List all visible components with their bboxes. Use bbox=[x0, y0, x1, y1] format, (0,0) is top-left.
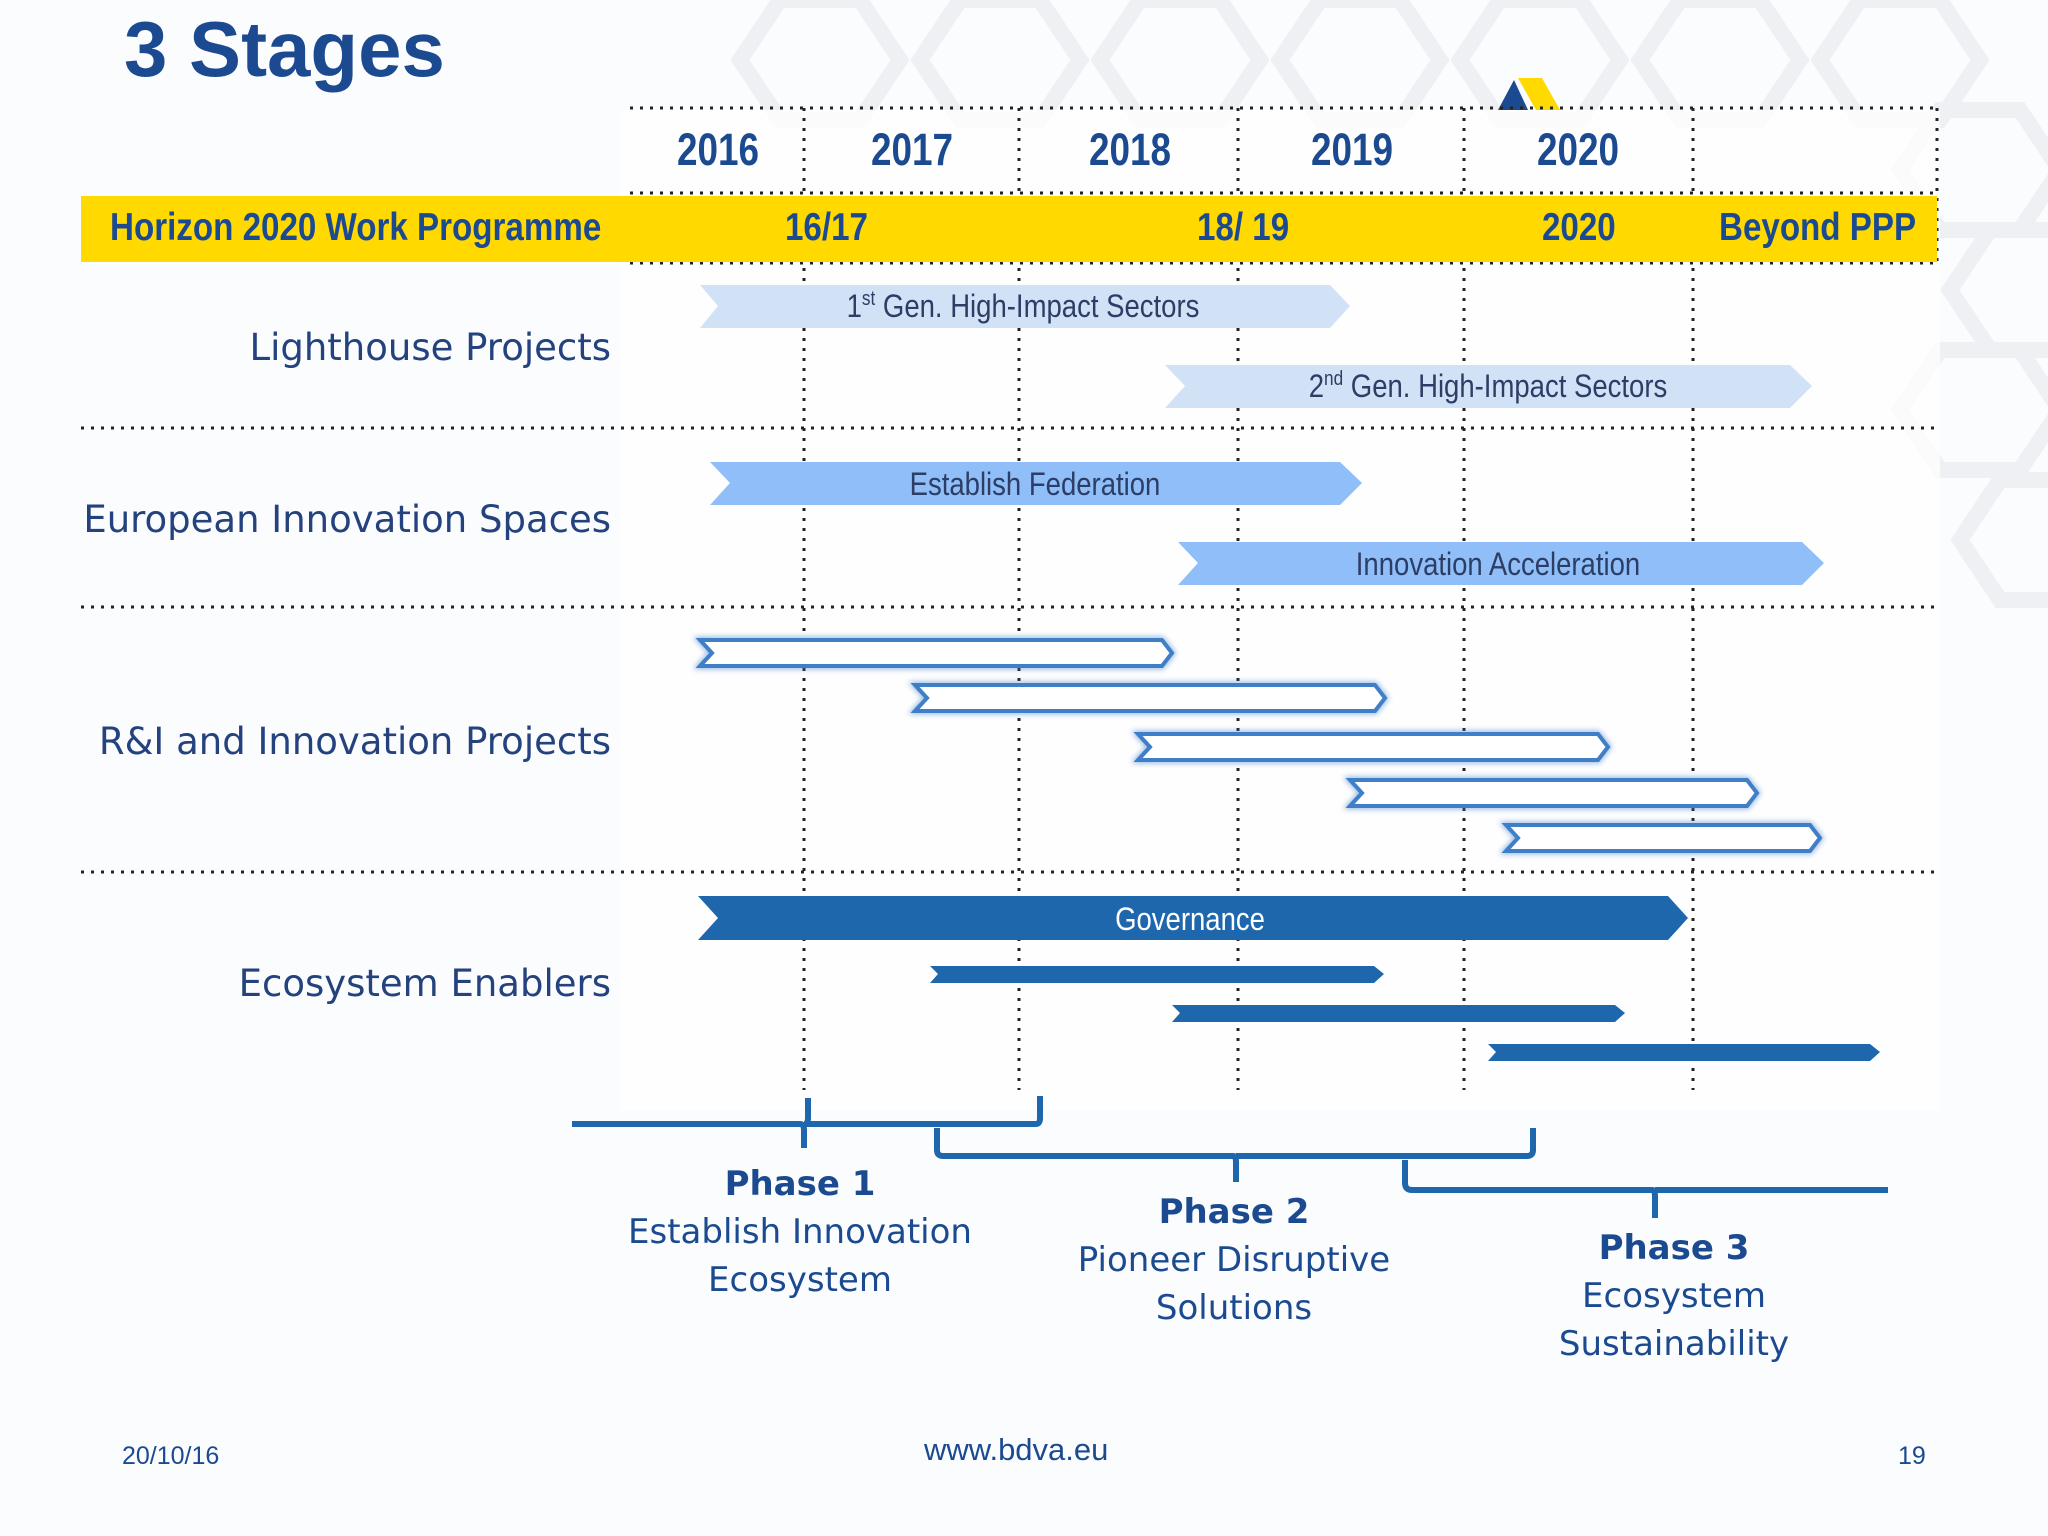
phase-1-title: Phase 1 bbox=[724, 1164, 876, 1204]
phase-3-label: Phase 3 Ecosystem Sustainability bbox=[1474, 1224, 1874, 1368]
bar-lighthouse-2nd-gen-label: 2nd Gen. High-Impact Sectors bbox=[1309, 367, 1668, 405]
phase-1-label: Phase 1 Establish Innovation Ecosystem bbox=[600, 1160, 1000, 1304]
bar-enabler-3 bbox=[1488, 1044, 1880, 1061]
bdva-logo-icon bbox=[1498, 78, 1560, 110]
year-2020: 2020 bbox=[1536, 124, 1620, 175]
phase-3-title: Phase 3 bbox=[1598, 1228, 1750, 1268]
row-label-innovation-spaces: European Innovation Spaces bbox=[83, 498, 611, 541]
phase-2-line1: Pioneer Disruptive bbox=[1077, 1240, 1391, 1280]
bar-lighthouse-1st-gen bbox=[700, 285, 1350, 328]
slide-date: 20/10/16 bbox=[122, 1442, 220, 1470]
year-2016: 2016 bbox=[676, 124, 760, 175]
phase-3-line1: Ecosystem bbox=[1582, 1276, 1766, 1316]
phase-2-label: Phase 2 Pioneer Disruptive Solutions bbox=[1034, 1188, 1434, 1332]
phase-3-line2: Sustainability bbox=[1558, 1324, 1790, 1364]
phase-2-line2: Solutions bbox=[1155, 1288, 1313, 1328]
bar-lighthouse-2nd-gen bbox=[1165, 365, 1812, 408]
wp-period-16-17: 16/17 bbox=[785, 206, 868, 249]
arrow-ri-project-1 bbox=[693, 637, 1176, 669]
year-2019: 2019 bbox=[1310, 124, 1394, 175]
page-title: 3 Stages bbox=[124, 5, 445, 93]
row-label-ecosystem-enablers: Ecosystem Enablers bbox=[238, 962, 611, 1005]
wp-period-2020: 2020 bbox=[1542, 206, 1616, 249]
wp-period-18-19: 18/ 19 bbox=[1197, 206, 1290, 249]
bar-innovation-acceleration bbox=[1178, 542, 1824, 585]
website-link[interactable]: www.bdva.eu bbox=[924, 1432, 1109, 1467]
page-number: 19 bbox=[1898, 1442, 1926, 1470]
bar-lighthouse-1st-gen-label: 1st Gen. High-Impact Sectors bbox=[847, 287, 1200, 325]
phase-1-line1: Establish Innovation bbox=[628, 1212, 972, 1252]
bar-innovation-acceleration-label: Innovation Acceleration bbox=[1356, 547, 1640, 582]
phase-3-bracket bbox=[1402, 1160, 1888, 1218]
row-label-ri-projects: R&I and Innovation Projects bbox=[98, 720, 611, 763]
phase-2-title: Phase 2 bbox=[1158, 1192, 1310, 1232]
phase-1-line2: Ecosystem bbox=[708, 1260, 892, 1300]
bar-enabler-2 bbox=[1172, 1005, 1625, 1022]
year-2018: 2018 bbox=[1088, 124, 1172, 175]
bar-establish-federation bbox=[710, 462, 1362, 505]
phase-2-bracket bbox=[934, 1128, 1536, 1182]
arrow-ri-project-2 bbox=[908, 682, 1389, 714]
bar-governance bbox=[698, 896, 1688, 940]
wp-period-beyond-ppp: Beyond PPP bbox=[1719, 206, 1917, 249]
bar-establish-federation-label: Establish Federation bbox=[910, 467, 1161, 502]
work-programme-label: Horizon 2020 Work Programme bbox=[110, 206, 602, 249]
arrow-ri-project-5 bbox=[1499, 822, 1824, 854]
year-2017: 2017 bbox=[870, 124, 954, 175]
bar-governance-label: Governance bbox=[1115, 902, 1265, 937]
work-programme-bar bbox=[81, 196, 1937, 262]
phase-1-bracket bbox=[572, 1096, 1043, 1148]
arrow-ri-project-3 bbox=[1131, 731, 1612, 763]
bar-enabler-1 bbox=[930, 966, 1384, 983]
arrow-ri-project-4 bbox=[1343, 777, 1761, 809]
row-label-lighthouse: Lighthouse Projects bbox=[249, 326, 611, 369]
